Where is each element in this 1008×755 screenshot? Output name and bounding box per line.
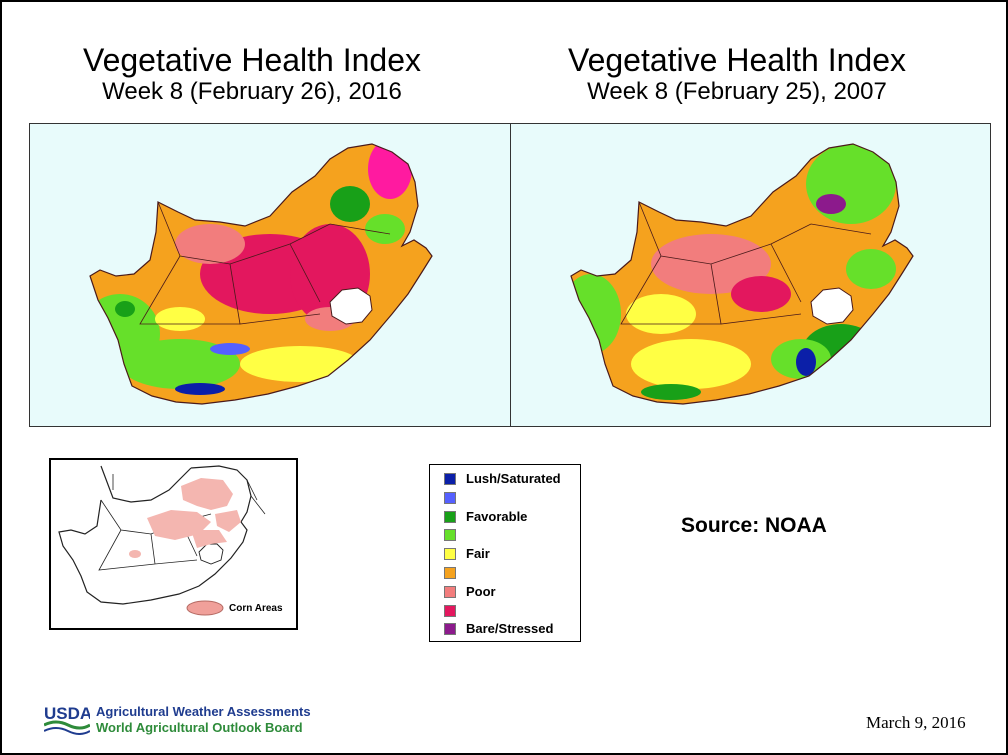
corn-areas-key-swatch (186, 600, 224, 616)
corn-areas-regions (129, 478, 241, 558)
legend-row: Lush/Saturated (444, 471, 580, 486)
legend-row: Poor (444, 583, 580, 599)
vhi-map-2007 (510, 123, 991, 427)
legend-swatch (444, 623, 456, 636)
legend-swatch (444, 473, 456, 485)
legend-swatch (444, 510, 456, 523)
south-africa-vhi-2016-map (89, 143, 433, 405)
legend-swatch (444, 604, 456, 617)
legend-swatch (444, 548, 456, 561)
map-title: Vegetative Health Index (567, 42, 906, 78)
legend-swatch (444, 585, 456, 598)
legend-row (444, 567, 580, 579)
legend-label: Fair (466, 546, 490, 562)
usda-logo-text: USDA (44, 704, 90, 723)
usda-logo-icon: USDA (44, 704, 90, 735)
legend-row: Favorable (444, 508, 580, 524)
legend-label: Favorable (466, 508, 528, 524)
map-title-2016: Vegetative Health Index Week 8 (February… (22, 42, 482, 106)
map-title: Vegetative Health Index (82, 42, 421, 78)
vhi-map-2016 (29, 123, 511, 427)
corn-areas-map (58, 465, 266, 616)
corn-areas-inset-map: Corn Areas (49, 458, 298, 630)
map-title-2007: Vegetative Health Index Week 8 (February… (507, 42, 967, 106)
legend-label: Lush/Saturated (466, 471, 561, 486)
slide-date: March 9, 2016 (866, 713, 966, 732)
source-note: Source: NOAA (681, 514, 827, 537)
legend-swatch (444, 529, 456, 542)
map-subtitle: Week 8 (February 25), 2007 (587, 78, 887, 105)
legend-swatch (444, 567, 456, 579)
legend-row (444, 491, 580, 504)
vhi-legend: Lush/Saturated Favorable Fair Poor Bare/Stre… (429, 464, 581, 642)
legend-swatch (444, 491, 456, 504)
legend-label: Bare/Stressed (466, 621, 554, 637)
org-line-1: Agricultural Weather Assessments (96, 704, 311, 719)
legend-row: Bare/Stressed (444, 621, 580, 637)
org-line-2: World Agricultural Outlook Board (96, 720, 303, 735)
legend-row (444, 529, 580, 542)
map-subtitle: Week 8 (February 26), 2016 (102, 78, 402, 105)
legend-label: Poor (466, 583, 496, 599)
legend-row: Fair (444, 546, 580, 562)
legend-row (444, 604, 580, 617)
corn-areas-label: Corn Areas (229, 603, 283, 614)
south-africa-vhi-2007-map (570, 143, 914, 405)
